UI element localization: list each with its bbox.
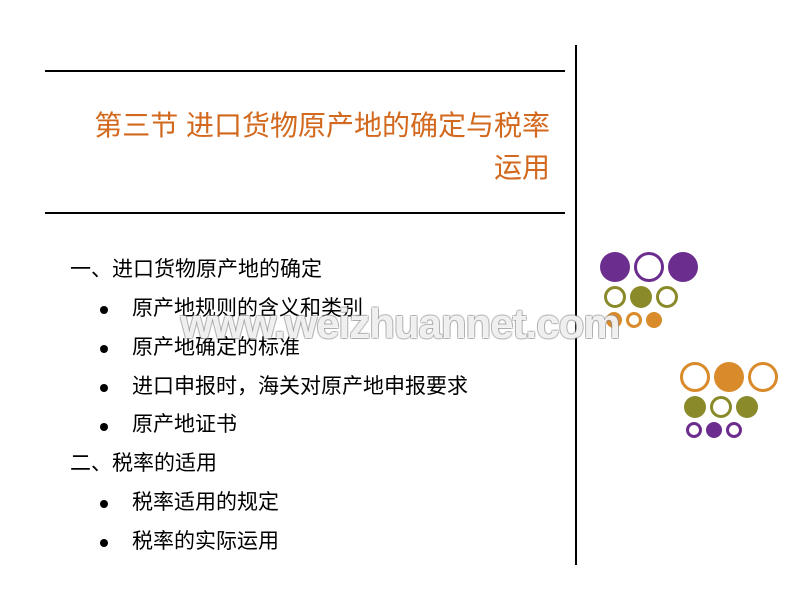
decor-dot bbox=[680, 362, 710, 392]
decor-dot bbox=[600, 252, 630, 282]
decor-dot bbox=[646, 312, 662, 328]
slide-title: 第三节 进口货物原产地的确定与税率运用 bbox=[70, 105, 550, 189]
bullet-text: 原产地证书 bbox=[132, 412, 237, 436]
bullet-dot-icon bbox=[100, 384, 108, 392]
rule-vert bbox=[575, 45, 577, 565]
decor-dot bbox=[604, 286, 626, 308]
bullet-text: 原产地确定的标准 bbox=[132, 335, 300, 359]
bullet-dot-icon bbox=[100, 306, 108, 314]
rule-top bbox=[45, 70, 565, 72]
decor-dot bbox=[634, 252, 664, 282]
bullet-item: 税率的实际运用 bbox=[70, 522, 550, 561]
heading: 一、进口货物原产地的确定 bbox=[70, 250, 550, 289]
bullet-text: 原产地规则的含义和类别 bbox=[132, 296, 363, 320]
decor-dot bbox=[668, 252, 698, 282]
bullet-item: 进口申报时，海关对原产地申报要求 bbox=[70, 367, 550, 406]
decor-dot bbox=[710, 396, 732, 418]
bullet-item: 税率适用的规定 bbox=[70, 483, 550, 522]
bullet-item: 原产地证书 bbox=[70, 405, 550, 444]
decor-dot bbox=[748, 362, 778, 392]
rule-mid bbox=[45, 212, 565, 214]
decor-dot bbox=[630, 286, 652, 308]
bullet-text: 进口申报时，海关对原产地申报要求 bbox=[132, 374, 468, 398]
decor-dot bbox=[736, 396, 758, 418]
bullet-dot-icon bbox=[100, 539, 108, 547]
decor-dot bbox=[714, 362, 744, 392]
bullet-dot-icon bbox=[100, 500, 108, 508]
bullet-item: 原产地确定的标准 bbox=[70, 328, 550, 367]
bullet-dot-icon bbox=[100, 345, 108, 353]
decor-dot bbox=[684, 396, 706, 418]
content-area: 一、进口货物原产地的确定原产地规则的含义和类别原产地确定的标准进口申报时，海关对… bbox=[70, 250, 550, 561]
bullet-text: 税率的实际运用 bbox=[132, 529, 279, 553]
decor-dot bbox=[626, 312, 642, 328]
bullet-item: 原产地规则的含义和类别 bbox=[70, 289, 550, 328]
decor-dot bbox=[606, 312, 622, 328]
bullet-dot-icon bbox=[100, 423, 108, 431]
decor-dot bbox=[706, 422, 722, 438]
title-area: 第三节 进口货物原产地的确定与税率运用 bbox=[70, 105, 550, 189]
heading: 二、税率的适用 bbox=[70, 444, 550, 483]
bullet-text: 税率适用的规定 bbox=[132, 490, 279, 514]
decor-dot bbox=[656, 286, 678, 308]
decor-dot bbox=[686, 422, 702, 438]
slide: 第三节 进口货物原产地的确定与税率运用 一、进口货物原产地的确定原产地规则的含义… bbox=[0, 0, 800, 600]
decor-dot bbox=[726, 422, 742, 438]
